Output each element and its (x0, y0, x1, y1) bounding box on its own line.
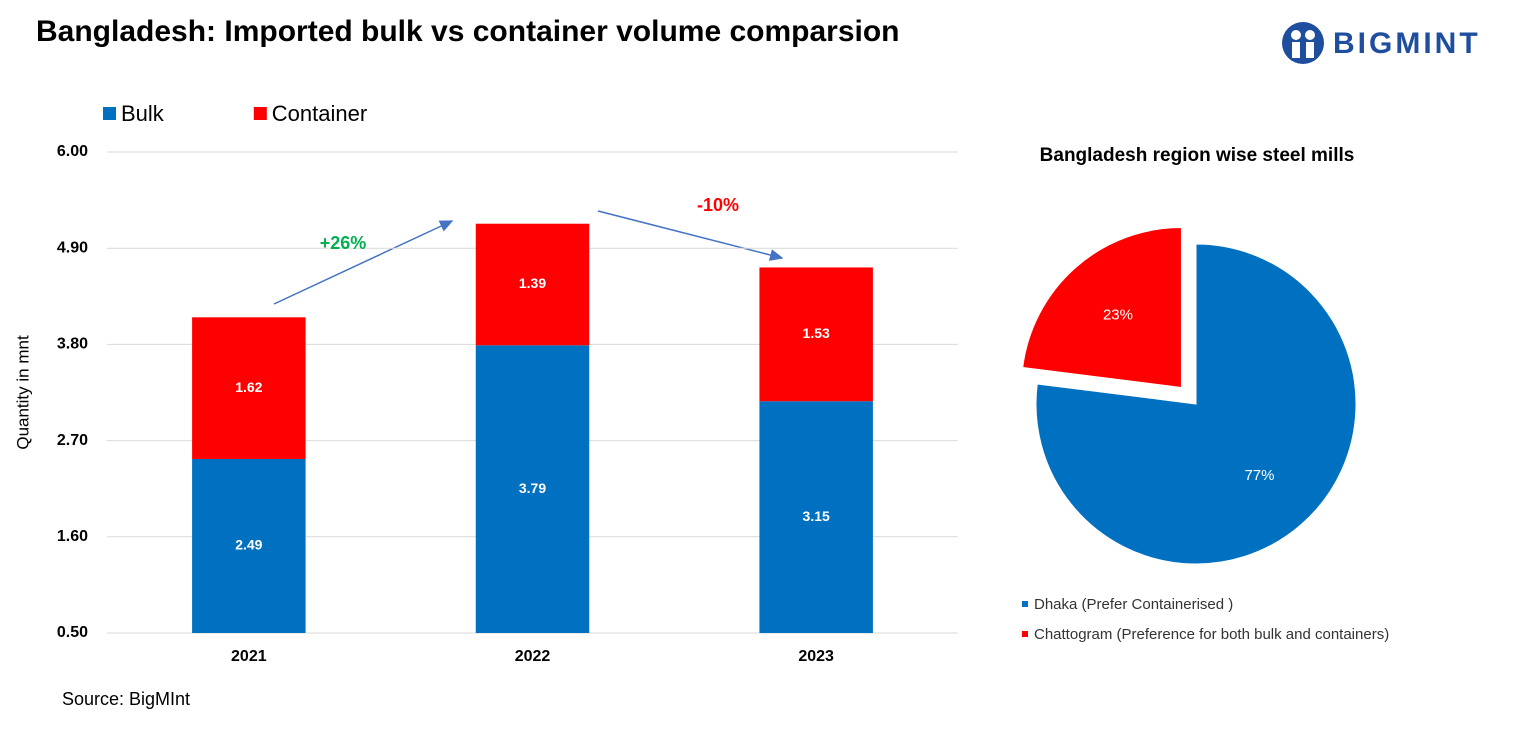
y-tick-label: 2.70 (57, 432, 88, 449)
bar-segment (475, 345, 590, 633)
y-axis-label: Quantity in mnt (13, 335, 32, 450)
value-label: 3.79 (519, 480, 546, 496)
pie-slice (1022, 226, 1182, 389)
value-label: 2.49 (235, 537, 262, 553)
bar-segment (759, 267, 873, 402)
legend-swatch (253, 107, 267, 120)
legend-label: Chattogram (Preference for both bulk and… (1034, 626, 1389, 643)
x-tick-label: 2021 (231, 648, 267, 665)
trend-arrow (597, 210, 784, 261)
y-tick-label: 3.80 (57, 336, 88, 353)
pie-slice (1035, 243, 1357, 565)
trend-arrow (273, 220, 454, 305)
logo: BIGMINT (1282, 22, 1481, 64)
bar-segment (192, 317, 306, 459)
y-tick-label: 0.50 (57, 624, 88, 641)
annotation: +26% (320, 233, 367, 253)
legend-label: Container (272, 101, 367, 126)
pie-title: Bangladesh region wise steel mills (1040, 145, 1355, 166)
legend-swatch (103, 107, 116, 120)
bar-segment (192, 458, 306, 633)
pie-label: 77% (1244, 467, 1274, 484)
value-label: 1.39 (519, 275, 546, 291)
bar-segment (759, 401, 873, 633)
source: Source: BigMInt (62, 689, 190, 709)
logo-text: BIGMINT (1333, 27, 1481, 60)
value-label: 3.15 (803, 508, 830, 524)
bar-segment (475, 223, 590, 346)
value-label: 1.53 (803, 325, 830, 341)
page-title: Bangladesh: Imported bulk vs container v… (36, 15, 900, 48)
x-tick-label: 2023 (798, 648, 834, 665)
legend-label: Dhaka (Prefer Containerised ) (1034, 596, 1233, 613)
y-tick-label: 1.60 (57, 528, 88, 545)
x-tick-label: 2022 (515, 648, 551, 665)
legend-swatch (1022, 631, 1028, 637)
legend-swatch (1022, 601, 1028, 607)
value-label: 1.62 (235, 379, 262, 395)
legend-label: Bulk (121, 101, 165, 126)
y-tick-label: 4.90 (57, 239, 88, 256)
pie-label: 23% (1103, 306, 1133, 323)
annotation: -10% (697, 195, 739, 215)
y-tick-label: 6.00 (57, 143, 88, 160)
